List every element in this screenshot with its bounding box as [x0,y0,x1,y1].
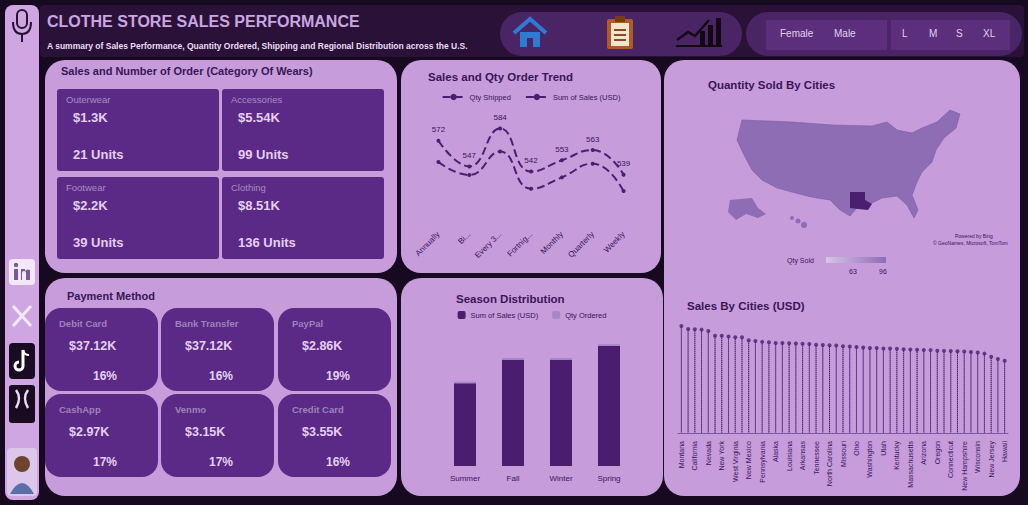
svg-text:547: 547 [463,151,477,160]
svg-text:Montana: Montana [678,441,685,468]
svg-text:Sales By Cities (USD): Sales By Cities (USD) [687,300,805,312]
html-text:Female: Female [780,28,814,39]
svg-text:572: 572 [432,125,446,134]
html-text:$3.15K: $3.15K [185,425,226,439]
html-text:$8.51K: $8.51K [238,198,280,213]
svg-text:Arkansas: Arkansas [799,441,806,471]
html-text:$5.54K: $5.54K [238,110,280,125]
svg-text:563: 563 [586,135,600,144]
svg-text:Season Distribution: Season Distribution [456,293,565,305]
html-text:S: S [956,28,963,39]
svg-text:Qty Ordered: Qty Ordered [565,311,606,320]
html-text:19%: 19% [326,369,350,383]
svg-text:Sales and Qty Order Trend: Sales and Qty Order Trend [428,71,573,83]
svg-text:Every 3...: Every 3... [473,230,503,260]
html-text:Debit Card: Debit Card [59,318,107,329]
svg-text:Monthly: Monthly [539,230,565,256]
html-text:$2.86K: $2.86K [302,339,343,353]
svg-text:Summer: Summer [450,474,481,483]
html-text:Sales and Number of Order (Cat: Sales and Number of Order (Category Of W… [61,65,313,77]
svg-text:Washington: Washington [866,441,874,478]
html-text:Venmo: Venmo [175,404,207,415]
svg-text:Fall: Fall [507,474,520,483]
html-text:21 Units: 21 Units [73,147,124,162]
html-text:A summary of Sales Performance: A summary of Sales Performance, Quantity… [47,41,468,51]
html-text:$3.55K: $3.55K [302,425,343,439]
html-text:M: M [929,28,938,39]
html-text:16%: 16% [93,369,117,383]
svg-text:539: 539 [617,159,631,168]
html-text:Credit Card: Credit Card [292,404,344,415]
svg-text:Nevada: Nevada [705,441,712,465]
html-text:PayPal: PayPal [292,318,324,329]
svg-text:Qty Shipped: Qty Shipped [470,93,511,102]
svg-text:Missouri: Missouri [840,441,847,468]
html-text:$1.3K: $1.3K [73,110,108,125]
svg-text:553: 553 [555,145,569,154]
html-text:Quantity Sold By Cities: Quantity Sold By Cities [708,79,836,91]
svg-text:Wisconsin: Wisconsin [974,441,981,473]
html-text:16%: 16% [326,455,350,469]
html-text:Clothing: Clothing [231,182,266,193]
html-text:17%: 17% [209,455,233,469]
svg-text:Bi...: Bi... [456,230,472,246]
html-text:$37.12K: $37.12K [185,339,233,353]
svg-text:Weekly: Weekly [602,230,627,255]
html-text:16%: 16% [209,369,233,383]
html-text:96: 96 [879,268,887,275]
html-text:63: 63 [849,268,857,275]
html-text:39 Units: 39 Units [73,235,124,250]
svg-text:California: California [691,441,698,471]
svg-text:Kentucky: Kentucky [893,441,901,470]
svg-text:Spring: Spring [597,474,620,483]
svg-text:New Hampshire: New Hampshire [961,441,969,491]
svg-text:Utah: Utah [880,441,887,456]
svg-text:584: 584 [493,113,507,122]
svg-text:Alaska: Alaska [772,441,779,462]
svg-text:Fortnig...: Fortnig... [506,230,535,259]
html-text:$37.12K: $37.12K [69,339,117,353]
html-text:$2.2K: $2.2K [73,198,108,213]
svg-text:Sum of Sales (USD): Sum of Sales (USD) [471,311,539,320]
svg-text:Winter: Winter [549,474,572,483]
html-text:99 Units: 99 Units [238,147,289,162]
svg-text:Massachusetts: Massachusetts [907,441,914,488]
html-text:17%: 17% [93,455,117,469]
svg-text:Annually: Annually [414,230,442,258]
html-text:Qty Sold: Qty Sold [787,257,814,264]
svg-text:Connecticut: Connecticut [947,441,954,478]
svg-text:542: 542 [524,156,538,165]
svg-text:New Mexico: New Mexico [745,441,752,479]
html-text:Powered by Bing: Powered by Bing [955,233,993,239]
html-text:XL: XL [983,28,996,39]
svg-text:Arizona: Arizona [920,441,927,465]
svg-text:West Virginia: West Virginia [732,441,740,482]
html-text:Male: Male [834,28,856,39]
html-text:Bank Transfer: Bank Transfer [175,318,239,329]
svg-text:North Carolina: North Carolina [826,441,833,486]
svg-text:Louisiana: Louisiana [786,441,793,471]
html-text:CLOTHE STORE SALES PERFORMANCE: CLOTHE STORE SALES PERFORMANCE [47,13,360,30]
html-text:136 Units: 136 Units [238,235,296,250]
html-text:L: L [902,28,908,39]
svg-text:New York: New York [718,441,725,471]
svg-text:Hawaii: Hawaii [1001,441,1008,462]
html-text:CashApp: CashApp [59,404,101,415]
svg-text:Tennessee: Tennessee [813,441,820,475]
html-text:$2.97K: $2.97K [69,425,110,439]
svg-text:Sum of Sales (USD): Sum of Sales (USD) [553,93,621,102]
svg-text:Ohio: Ohio [853,441,860,456]
html-text:Outerwear: Outerwear [66,94,111,105]
svg-text:Quarterly: Quarterly [566,230,596,260]
html-text:Payment Method: Payment Method [67,290,155,302]
html-text:© GeoNames, Microsoft, TomTom: © GeoNames, Microsoft, TomTom [933,240,1008,246]
svg-text:Oregon: Oregon [934,441,942,464]
html-text:Footwear: Footwear [66,182,106,193]
svg-text:Pennsylvania: Pennsylvania [759,441,767,483]
svg-text:New Jersey: New Jersey [988,441,996,478]
html-text:Accessories: Accessories [231,94,283,105]
